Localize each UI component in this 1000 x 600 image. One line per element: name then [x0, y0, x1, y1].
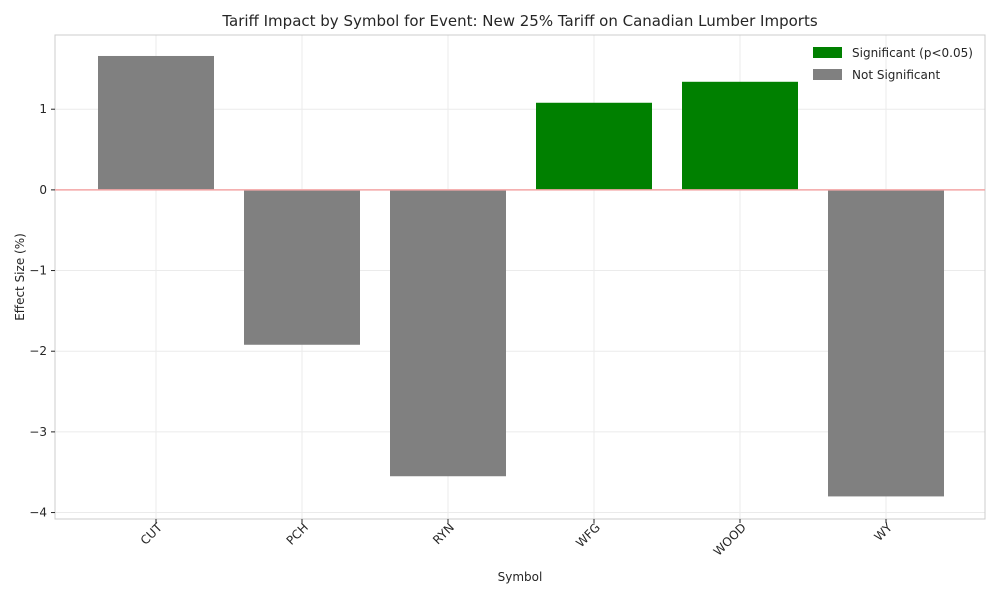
bar-cut — [98, 55, 214, 190]
y-tick-label: −2 — [29, 344, 47, 358]
legend-label: Not Significant — [852, 68, 940, 82]
x-tick-label: RYN — [430, 520, 457, 547]
x-tick-label: WOOD — [711, 520, 749, 558]
legend: Significant (p<0.05) Not Significant — [813, 46, 973, 82]
y-tick-label: 1 — [39, 102, 47, 116]
x-tick-label: CUT — [138, 520, 166, 548]
plot-frame — [54, 34, 986, 520]
x-axis-label: Symbol — [498, 570, 543, 584]
x-tick-label: WFG — [573, 520, 603, 550]
y-tick-label: −1 — [29, 264, 47, 278]
x-tick-label: PCH — [284, 520, 311, 547]
y-tick-label: −4 — [29, 506, 47, 520]
legend-swatch — [813, 47, 842, 58]
bar-ryn — [390, 189, 506, 477]
x-tick-label: WY — [871, 520, 895, 544]
chart-title: Tariff Impact by Symbol for Event: New 2… — [221, 12, 818, 30]
legend-swatch — [813, 69, 842, 80]
bar-wfg — [536, 102, 652, 190]
x-ticks: CUT PCH RYN WFG WOOD WY — [138, 519, 895, 559]
y-tick-label: 0 — [39, 183, 47, 197]
bar-wy — [828, 189, 944, 497]
y-tick-label: −3 — [29, 425, 47, 439]
bar-pch — [244, 189, 360, 345]
y-axis-label: Effect Size (%) — [13, 233, 27, 321]
bar-wood — [682, 81, 798, 190]
legend-label: Significant (p<0.05) — [852, 46, 973, 60]
y-ticks: 1 0 −1 −2 −3 −4 — [29, 102, 55, 520]
bars — [98, 55, 944, 497]
